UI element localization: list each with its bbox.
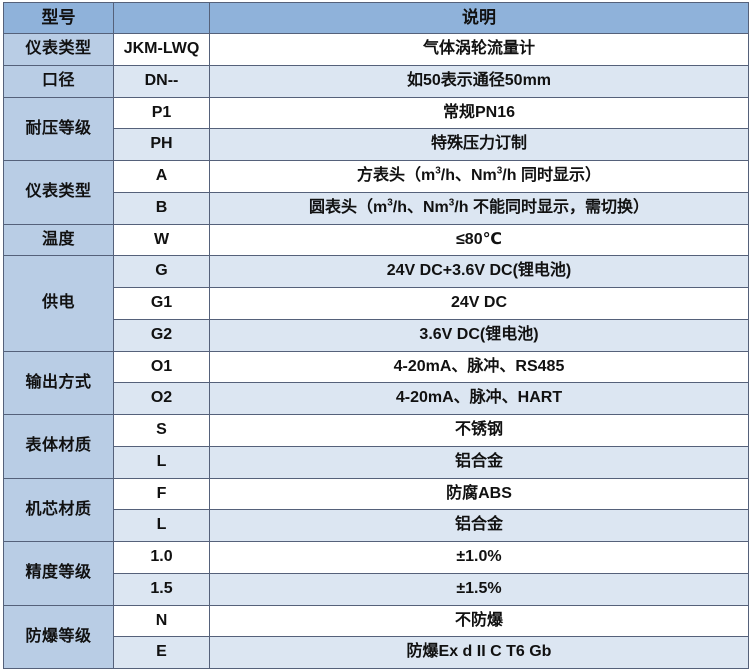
- header-cell-description: 说明: [209, 2, 749, 34]
- option-description-cell: 铝合金: [209, 509, 749, 542]
- table-row: 耐压等级 P1 常规PN16: [3, 96, 749, 161]
- spec-table-body: 型号 说明 仪表类型 JKM-LWQ 气体涡轮流量计 口径 DN-- 如50表示通径50m…: [3, 2, 749, 669]
- option-code-cell: O2: [113, 382, 210, 415]
- option-description-cell: 圆表头（m3/h、Nm3/h 不能同时显示，需切换）: [209, 191, 749, 225]
- option-code-cell: B: [113, 191, 210, 225]
- option-code-cell: G2: [113, 318, 210, 352]
- table-row: 1.5 ±1.5%: [4, 572, 749, 606]
- category-cell: 温度: [3, 223, 114, 257]
- option-code-cell: L: [113, 509, 210, 542]
- category-cell: 表体材质: [3, 414, 114, 479]
- option-code-cell: E: [113, 636, 210, 669]
- option-code-cell: JKM-LWQ: [113, 33, 210, 66]
- option-code-cell: W: [113, 223, 210, 257]
- option-description-cell: 特殊压力订制: [209, 128, 749, 161]
- option-description-cell: 24V DC+3.6V DC(锂电池): [209, 255, 749, 288]
- option-code-cell: N: [113, 604, 210, 638]
- option-description-cell: ±1.0%: [209, 541, 749, 574]
- option-description-cell: 铝合金: [209, 445, 749, 479]
- table-header-row: 型号 说明: [3, 2, 749, 34]
- table-row: 机芯材质 F 防腐ABS: [3, 477, 749, 542]
- option-code-cell: 1.5: [113, 572, 210, 606]
- table-row: 口径 DN-- 如50表示通径50mm: [3, 64, 749, 98]
- spec-table-container: 型号 说明 仪表类型 JKM-LWQ 气体涡轮流量计 口径 DN-- 如50表示通径50m…: [3, 2, 749, 669]
- category-cell: 耐压等级: [3, 96, 114, 161]
- option-description-cell: 不锈钢: [209, 414, 749, 447]
- category-cell: 输出方式: [3, 350, 114, 415]
- product-model-spec-table: 型号 说明 仪表类型 JKM-LWQ 气体涡轮流量计 口径 DN-- 如50表示通径50m…: [3, 2, 749, 669]
- option-description-cell: 气体涡轮流量计: [209, 33, 749, 66]
- option-code-cell: 1.0: [113, 541, 210, 574]
- category-cell: 机芯材质: [3, 477, 114, 542]
- option-code-cell: L: [113, 445, 210, 479]
- category-cell: 防爆等级: [3, 604, 114, 669]
- table-row: 输出方式 O1 4-20mA、脉冲、RS485: [3, 350, 749, 415]
- table-row: B 圆表头（m3/h、Nm3/h 不能同时显示，需切换）: [4, 191, 749, 225]
- option-code-cell: PH: [113, 128, 210, 161]
- table-row: 表体材质 S 不锈钢: [3, 414, 749, 479]
- table-row: G1 24V DC: [4, 287, 749, 320]
- category-cell: 供电: [3, 255, 114, 352]
- option-code-cell: A: [113, 160, 210, 193]
- table-row: PH 特殊压力订制: [4, 128, 749, 161]
- option-code-cell: F: [113, 477, 210, 511]
- option-description-cell: 防腐ABS: [209, 477, 749, 511]
- table-row: G2 3.6V DC(锂电池): [4, 318, 749, 352]
- table-row: 温度 W ≤80℃: [3, 223, 749, 257]
- table-row: 供电 G 24V DC+3.6V DC(锂电池): [3, 255, 749, 352]
- option-description-cell: 防爆Ex d II C T6 Gb: [209, 636, 749, 669]
- option-description-cell: ±1.5%: [209, 572, 749, 606]
- table-row: O2 4-20mA、脉冲、HART: [4, 382, 749, 415]
- category-cell: 仪表类型: [3, 160, 114, 225]
- category-cell: 仪表类型: [3, 33, 114, 66]
- header-cell-model: 型号: [3, 2, 114, 34]
- option-code-cell: DN--: [113, 64, 210, 98]
- table-row: 仪表类型 A 方表头（m3/h、Nm3/h 同时显示）: [3, 160, 749, 225]
- option-description-cell: 方表头（m3/h、Nm3/h 同时显示）: [209, 160, 749, 193]
- option-code-cell: O1: [113, 350, 210, 384]
- option-description-cell: 不防爆: [209, 604, 749, 638]
- category-cell: 精度等级: [3, 541, 114, 606]
- option-description-cell: 如50表示通径50mm: [209, 64, 749, 98]
- option-description-cell: 3.6V DC(锂电池): [209, 318, 749, 352]
- option-code-cell: G1: [113, 287, 210, 320]
- option-description-cell: ≤80℃: [209, 223, 749, 257]
- option-code-cell: G: [113, 255, 210, 288]
- option-code-cell: P1: [113, 96, 210, 130]
- option-description-cell: 24V DC: [209, 287, 749, 320]
- table-row: 仪表类型 JKM-LWQ 气体涡轮流量计: [3, 33, 749, 66]
- table-row: L 铝合金: [4, 509, 749, 542]
- option-description-cell: 4-20mA、脉冲、HART: [209, 382, 749, 415]
- category-cell: 口径: [3, 64, 114, 98]
- table-row: E 防爆Ex d II C T6 Gb: [4, 636, 749, 669]
- table-row: 防爆等级 N 不防爆: [3, 604, 749, 669]
- table-row: L 铝合金: [4, 445, 749, 479]
- option-description-cell: 常规PN16: [209, 96, 749, 130]
- option-description-cell: 4-20mA、脉冲、RS485: [209, 350, 749, 384]
- option-code-cell: S: [113, 414, 210, 447]
- header-cell-code-blank: [113, 2, 210, 34]
- table-row: 精度等级 1.0 ±1.0%: [3, 541, 749, 606]
